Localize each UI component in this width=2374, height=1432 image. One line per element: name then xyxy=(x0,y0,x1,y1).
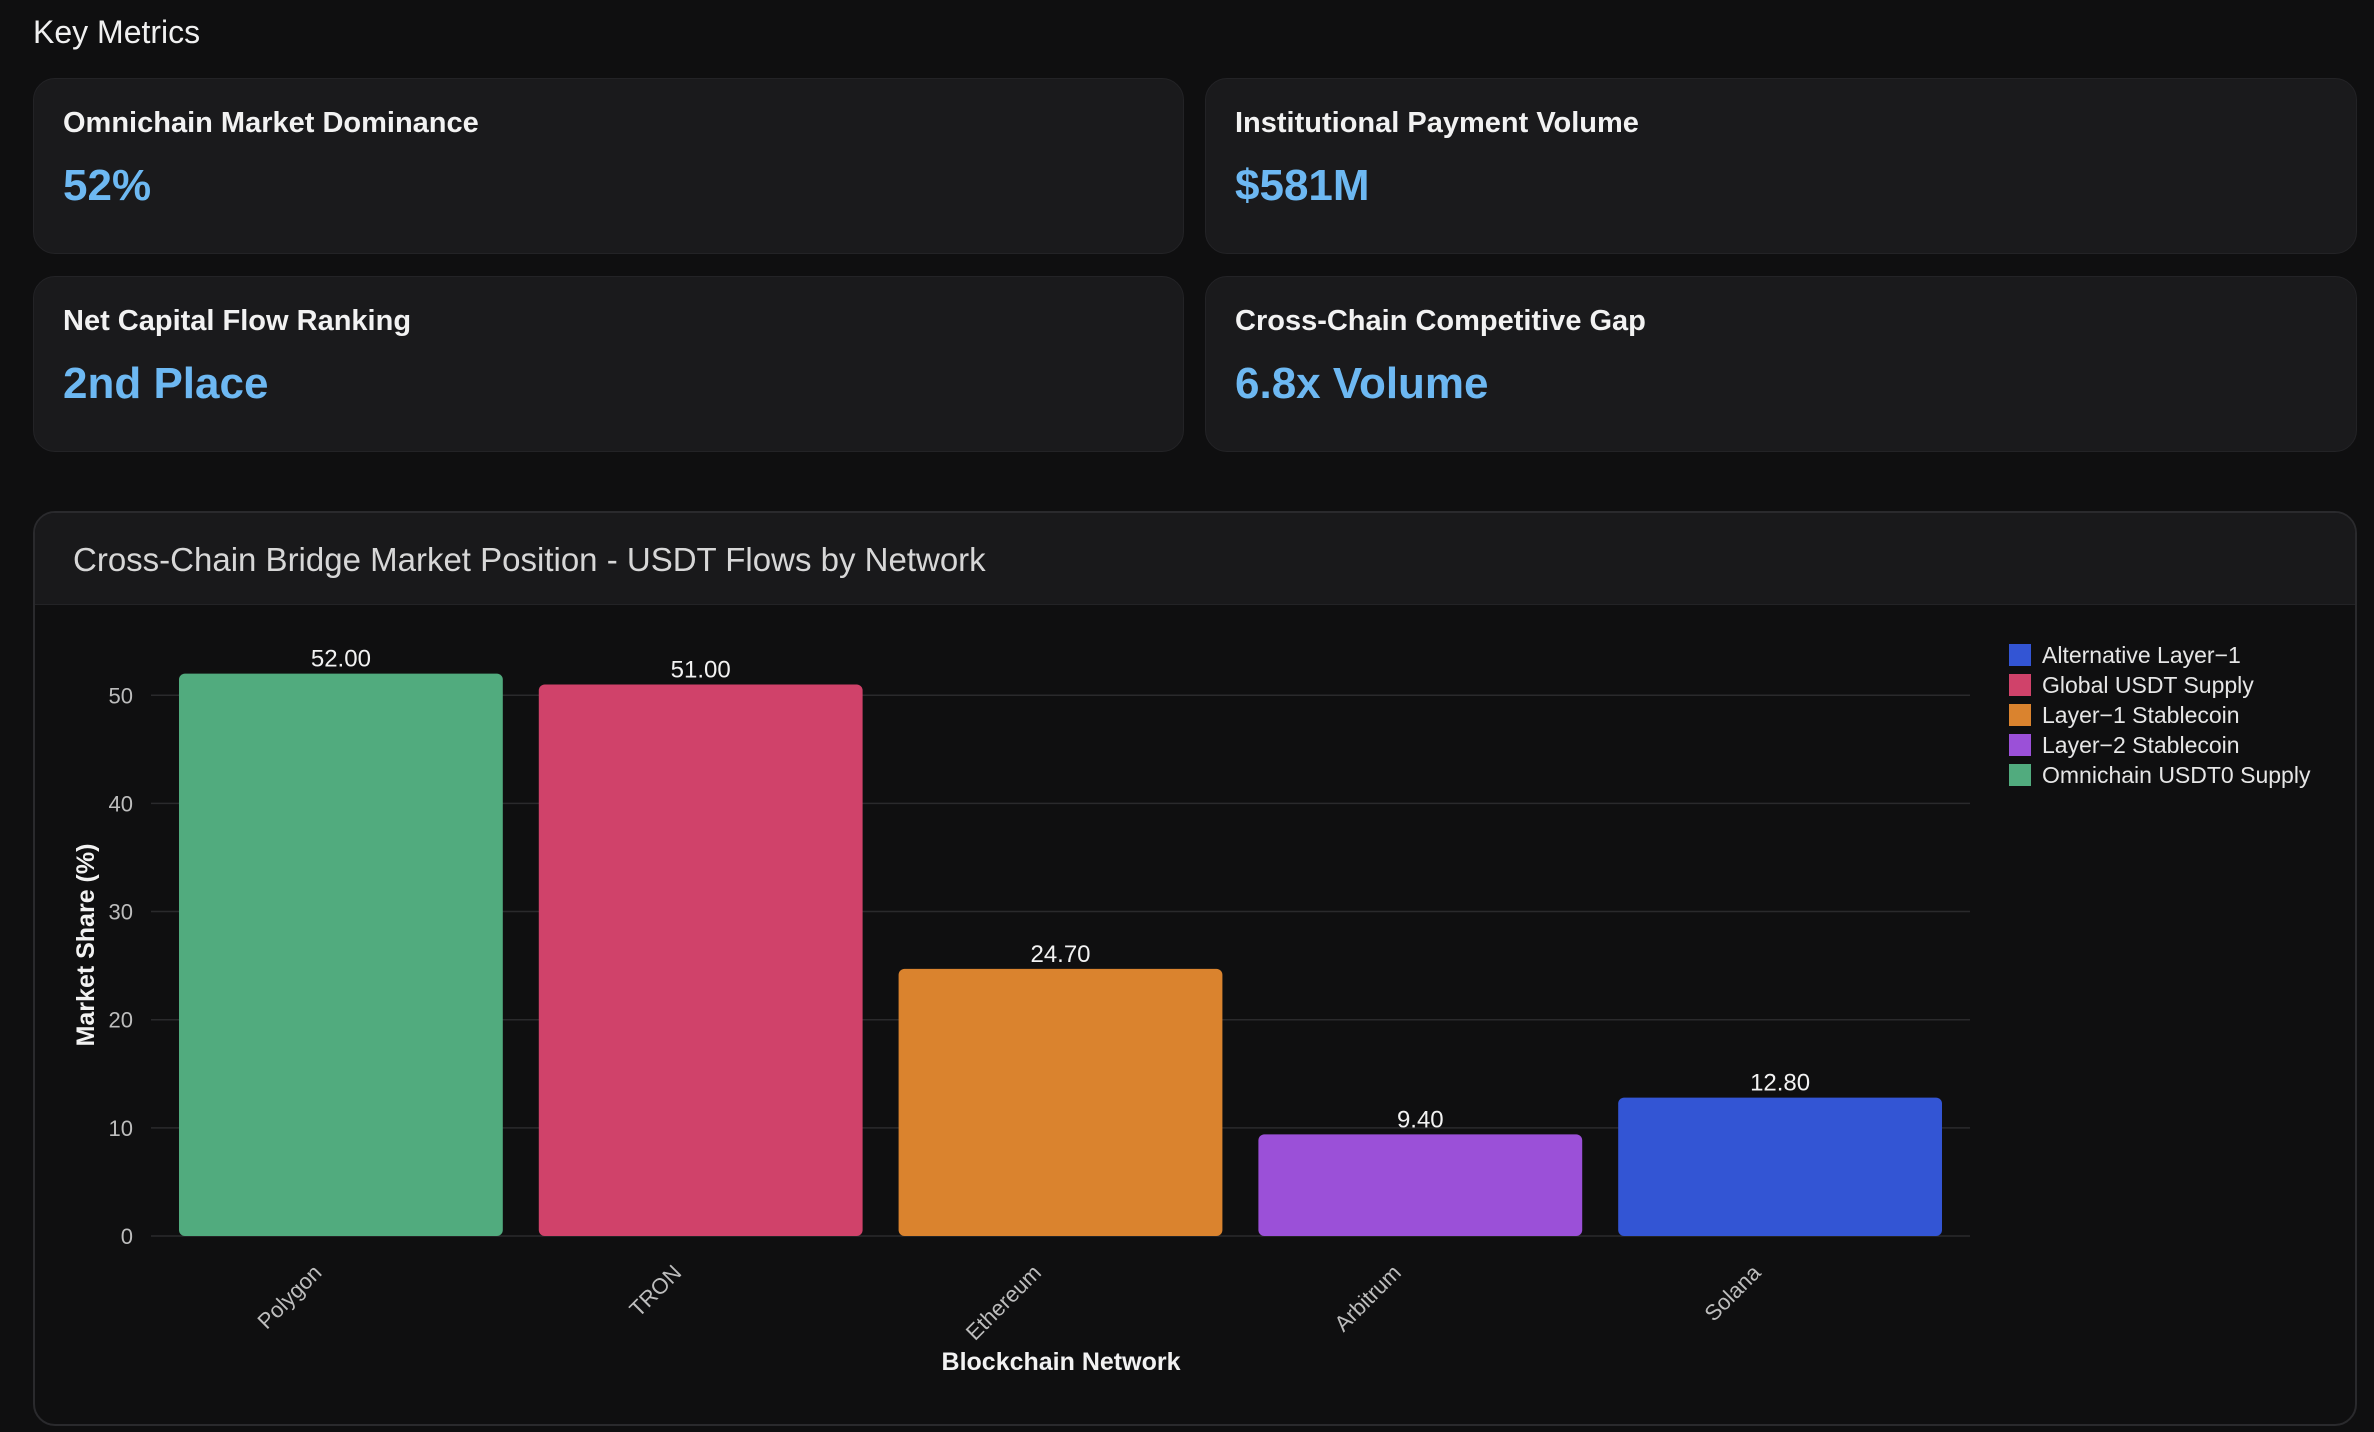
bar-ethereum xyxy=(898,968,1223,1236)
metric-label: Omnichain Market Dominance xyxy=(63,107,479,139)
metric-value: $581M xyxy=(1235,161,1370,210)
y-tick-label: 50 xyxy=(109,683,133,708)
bar-tron xyxy=(538,684,863,1236)
bar-value-label: 12.80 xyxy=(1750,1070,1810,1097)
x-tick-label: Solana xyxy=(1700,1259,1767,1326)
bar-value-label: 24.70 xyxy=(1030,941,1090,968)
legend-label: Alternative Layer−1 xyxy=(2042,642,2241,668)
metric-card-market-dominance: Omnichain Market Dominance 52% xyxy=(33,78,1184,254)
y-tick-label: 40 xyxy=(109,791,133,816)
metric-card-capital-flow-ranking: Net Capital Flow Ranking 2nd Place xyxy=(33,276,1184,452)
metric-label: Net Capital Flow Ranking xyxy=(63,305,412,337)
y-axis-title: Market Share (%) xyxy=(72,844,100,1047)
legend-swatch xyxy=(2009,644,2031,666)
x-tick-label: Arbitrum xyxy=(1329,1260,1405,1336)
legend-label: Global USDT Supply xyxy=(2042,672,2254,698)
section-title: Key Metrics xyxy=(33,14,201,50)
legend-label: Layer−2 Stablecoin xyxy=(2042,732,2240,758)
y-tick-label: 30 xyxy=(109,900,133,925)
bar-value-label: 51.00 xyxy=(671,656,731,683)
legend-swatch xyxy=(2009,764,2031,786)
x-tick-label: Polygon xyxy=(253,1260,327,1334)
legend-swatch xyxy=(2009,704,2031,726)
legend-swatch xyxy=(2009,674,2031,696)
bar-solana xyxy=(1618,1097,1943,1236)
x-axis-title: Blockchain Network xyxy=(942,1348,1181,1376)
metric-card-payment-volume: Institutional Payment Volume $581M xyxy=(1205,78,2357,254)
metric-label: Institutional Payment Volume xyxy=(1235,107,1639,139)
chart-title: Cross-Chain Bridge Market Position - USD… xyxy=(73,541,986,578)
metric-label: Cross-Chain Competitive Gap xyxy=(1235,305,1646,337)
metric-card-competitive-gap: Cross-Chain Competitive Gap 6.8x Volume xyxy=(1205,276,2357,452)
metric-value: 52% xyxy=(63,161,152,210)
metric-value: 6.8x Volume xyxy=(1235,359,1489,408)
bar-polygon xyxy=(178,673,503,1236)
chart-card: Cross-Chain Bridge Market Position - USD… xyxy=(33,511,2357,1426)
legend-swatch xyxy=(2009,734,2031,756)
metric-value: 2nd Place xyxy=(63,359,269,408)
bar-value-label: 52.00 xyxy=(311,646,371,673)
bar-value-label: 9.40 xyxy=(1397,1106,1444,1133)
chart-header: Cross-Chain Bridge Market Position - USD… xyxy=(35,513,2355,605)
bar-arbitrum xyxy=(1258,1134,1583,1236)
legend-label: Layer−1 Stablecoin xyxy=(2042,702,2240,728)
y-tick-label: 0 xyxy=(121,1224,133,1249)
x-tick-label: TRON xyxy=(624,1260,686,1322)
x-tick-label: Ethereum xyxy=(961,1260,1046,1345)
legend-label: Omnichain USDT0 Supply xyxy=(2042,762,2311,788)
y-tick-label: 20 xyxy=(109,1008,133,1033)
y-tick-label: 10 xyxy=(109,1116,133,1141)
bar-chart: 0 10 20 30 40 50 52.00 Polygon 51.00 TRON 24.70 Eth… xyxy=(72,642,2311,1376)
